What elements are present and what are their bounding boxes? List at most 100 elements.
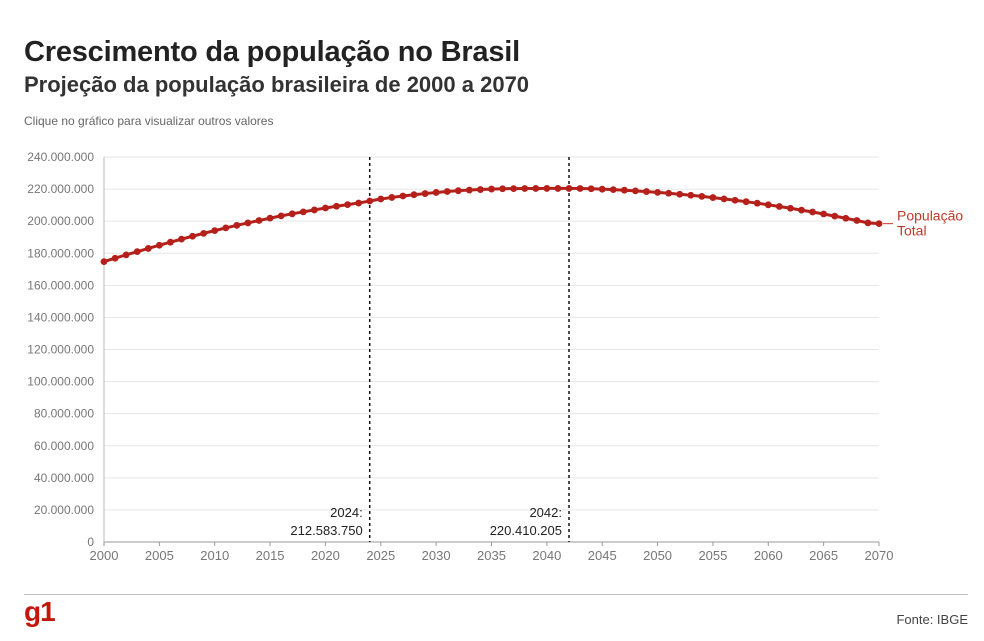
data-point-2056 (720, 195, 728, 203)
data-point-2004 (144, 245, 152, 252)
data-point-2051 (665, 189, 673, 197)
data-point-2018 (299, 208, 307, 216)
y-tick-label: 0 (87, 535, 94, 549)
data-point-2001 (111, 254, 119, 262)
y-tick-label: 20.000.000 (34, 503, 94, 517)
x-tick-label: 2000 (90, 548, 119, 563)
y-tick-label: 60.000.000 (34, 439, 94, 453)
data-point-2052 (676, 190, 684, 198)
data-point-2067 (842, 214, 850, 222)
data-point-2061 (775, 203, 783, 210)
x-tick-label: 2055 (698, 548, 727, 563)
data-point-2021 (333, 202, 340, 210)
data-point-2031 (443, 188, 451, 195)
annotation-year-2024: 2024: (330, 505, 363, 520)
series-line-populacao-total (103, 186, 880, 264)
data-point-2017 (288, 210, 296, 218)
data-point-2007 (178, 235, 185, 243)
g1-logo[interactable]: g1 (24, 596, 56, 627)
data-point-2013 (244, 219, 252, 227)
series-label-line-2: Total (897, 223, 927, 239)
data-point-2041 (554, 185, 562, 192)
x-tick-label: 2030 (422, 548, 451, 563)
data-point-2045 (598, 185, 606, 193)
source-note: Fonte: IBGE (896, 612, 968, 627)
data-point-2012 (233, 221, 241, 229)
x-tick-label: 2070 (865, 548, 894, 563)
data-point-2042 (565, 185, 573, 192)
y-tick-label: 200.000.000 (27, 214, 94, 228)
data-point-2016 (277, 212, 285, 220)
data-point-2053 (687, 191, 695, 199)
annotation-year-2042: 2042: (529, 505, 562, 520)
data-point-2006 (167, 238, 174, 246)
data-point-2057 (731, 196, 739, 204)
data-point-2039 (532, 185, 540, 192)
data-point-2044 (587, 185, 595, 193)
y-tick-label: 100.000.000 (27, 375, 94, 389)
data-point-2033 (465, 186, 473, 194)
y-tick-label: 40.000.000 (34, 471, 94, 485)
y-tick-label: 140.000.000 (27, 310, 94, 324)
y-tick-label: 240.000.000 (27, 150, 94, 164)
x-tick-label: 2015 (256, 548, 285, 563)
x-tick-label: 2005 (145, 548, 174, 563)
data-point-2047 (620, 186, 628, 194)
data-point-2040 (543, 185, 551, 192)
data-point-2059 (753, 199, 761, 207)
x-tick-label: 2020 (311, 548, 340, 563)
x-tick-label: 2060 (754, 548, 783, 563)
data-point-2011 (222, 224, 230, 232)
data-point-2037 (510, 185, 518, 193)
data-point-2002 (122, 251, 130, 259)
x-tick-label: 2065 (809, 548, 838, 563)
chart-subtitle: Projeção da população brasileira de 2000… (24, 72, 530, 97)
data-point-2038 (521, 185, 529, 192)
data-point-2023 (355, 199, 363, 207)
x-tick-label: 2045 (588, 548, 617, 563)
data-point-2020 (322, 204, 329, 212)
data-point-2025 (377, 195, 385, 203)
data-point-2000 (100, 258, 108, 265)
interaction-hint: Clique no gráfico para visualizar outros… (24, 114, 274, 128)
chart-title: Crescimento da população no Brasil (24, 36, 520, 68)
data-point-2068 (853, 217, 861, 224)
data-point-2069 (864, 219, 872, 227)
y-tick-label: 180.000.000 (27, 246, 94, 260)
data-point-2046 (609, 186, 617, 194)
data-point-2066 (831, 212, 839, 220)
y-tick-label: 160.000.000 (27, 278, 94, 292)
x-tick-label: 2035 (477, 548, 506, 563)
x-tick-label: 2010 (200, 548, 229, 563)
data-point-2043 (576, 185, 584, 192)
data-point-2024 (366, 197, 374, 205)
data-point-2064 (809, 208, 816, 216)
data-point-2032 (454, 187, 462, 195)
data-point-2008 (189, 232, 196, 240)
data-point-2065 (820, 210, 828, 218)
data-point-2015 (266, 214, 274, 222)
data-point-2070 (875, 220, 883, 228)
series-label-line-1: População (897, 208, 963, 224)
data-point-2014 (255, 217, 263, 224)
data-point-2060 (764, 201, 772, 209)
data-point-2010 (211, 227, 219, 235)
data-point-2048 (632, 187, 639, 195)
data-point-2009 (200, 229, 208, 237)
y-tick-label: 80.000.000 (34, 407, 94, 421)
x-tick-label: 2050 (643, 548, 672, 563)
data-point-2005 (155, 241, 163, 249)
data-point-2049 (643, 188, 650, 195)
footer-divider (24, 594, 968, 595)
data-point-2003 (133, 248, 141, 256)
data-point-2027 (399, 192, 407, 200)
y-tick-label: 220.000.000 (27, 182, 94, 196)
data-point-2036 (499, 185, 506, 193)
data-point-2019 (310, 206, 318, 214)
data-point-2063 (798, 206, 805, 214)
data-point-2034 (477, 186, 484, 193)
data-point-2058 (742, 198, 750, 206)
data-point-2035 (488, 185, 495, 193)
data-point-2029 (421, 190, 429, 197)
